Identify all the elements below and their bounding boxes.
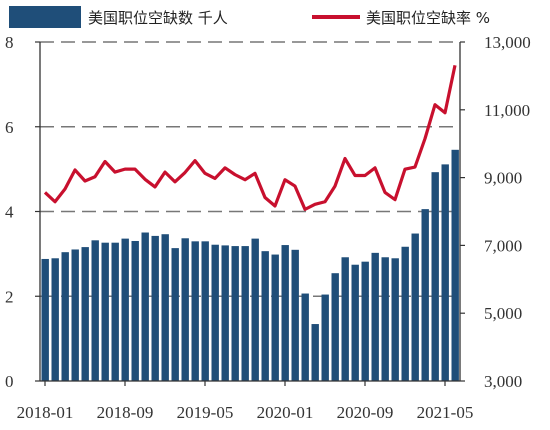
right-y-tick-label: 11,000 (484, 101, 530, 120)
line-series (43, 64, 457, 211)
right-y-tick-labels: 3,000 5,000 7,000 9,000 11,000 13,000 (484, 33, 531, 391)
bar (261, 251, 269, 381)
axes (35, 41, 465, 386)
left-y-tick-label: 6 (5, 118, 14, 137)
bar (221, 245, 229, 381)
bar (311, 324, 319, 381)
bar (161, 234, 169, 381)
bar (371, 252, 379, 381)
bar (151, 235, 159, 381)
bar (61, 252, 69, 381)
bar (201, 241, 209, 381)
x-tick-label: 2018-01 (17, 403, 74, 422)
right-y-tick-label: 3,000 (484, 372, 522, 391)
bar (101, 242, 109, 381)
bar-series (41, 149, 459, 381)
bar (321, 294, 329, 381)
bar (41, 258, 49, 381)
legend: 美国职位空缺数 千人 美国职位空缺率 % (9, 6, 490, 28)
bar (251, 238, 259, 381)
grid-lines (40, 41, 460, 298)
legend-bar-label: 美国职位空缺数 千人 (88, 9, 228, 27)
bar (431, 172, 439, 381)
right-y-tick-label: 5,000 (484, 304, 522, 323)
bar (351, 264, 359, 381)
right-y-tick-label: 7,000 (484, 236, 522, 255)
left-y-tick-label: 0 (5, 372, 14, 391)
bar (441, 164, 449, 381)
bar (171, 248, 179, 381)
bar (141, 232, 149, 381)
bar (301, 293, 309, 381)
bar (71, 249, 79, 381)
legend-bar-swatch (9, 6, 81, 28)
bar (291, 249, 299, 381)
bar (181, 238, 189, 381)
bar (391, 258, 399, 381)
bar (51, 258, 59, 381)
left-y-tick-label: 2 (5, 287, 14, 306)
x-tick-label: 2020-01 (257, 403, 314, 422)
x-tick-labels: 2018-01 2018-09 2019-05 2020-01 2020-09 2021-… (17, 403, 474, 422)
bar (281, 245, 289, 381)
bar (451, 149, 459, 381)
bar (231, 246, 239, 381)
bar (381, 257, 389, 381)
bar (211, 244, 219, 381)
bar (131, 240, 139, 381)
left-y-tick-labels: 0 2 4 6 8 (5, 33, 14, 391)
x-tick-label: 2021-05 (417, 403, 474, 422)
bar (91, 240, 99, 381)
legend-line-label: 美国职位空缺率 % (366, 9, 490, 27)
x-tick-label: 2020-09 (337, 403, 394, 422)
bar (191, 241, 199, 381)
bar (241, 246, 249, 381)
right-y-tick-label: 13,000 (484, 33, 531, 52)
bar (361, 261, 369, 381)
left-y-tick-label: 4 (5, 203, 14, 222)
bar (121, 238, 129, 381)
x-tick-label: 2019-05 (177, 403, 234, 422)
bar (411, 233, 419, 381)
bar (341, 257, 349, 381)
bar (401, 246, 409, 381)
left-y-tick-label: 8 (5, 33, 14, 52)
bar (111, 242, 119, 381)
bar (421, 209, 429, 381)
bar (81, 247, 89, 381)
vacancy-rate-line (43, 64, 457, 211)
bar (331, 273, 339, 381)
x-tick-label: 2018-09 (97, 403, 154, 422)
right-y-tick-label: 9,000 (484, 169, 522, 188)
bar (271, 254, 279, 381)
